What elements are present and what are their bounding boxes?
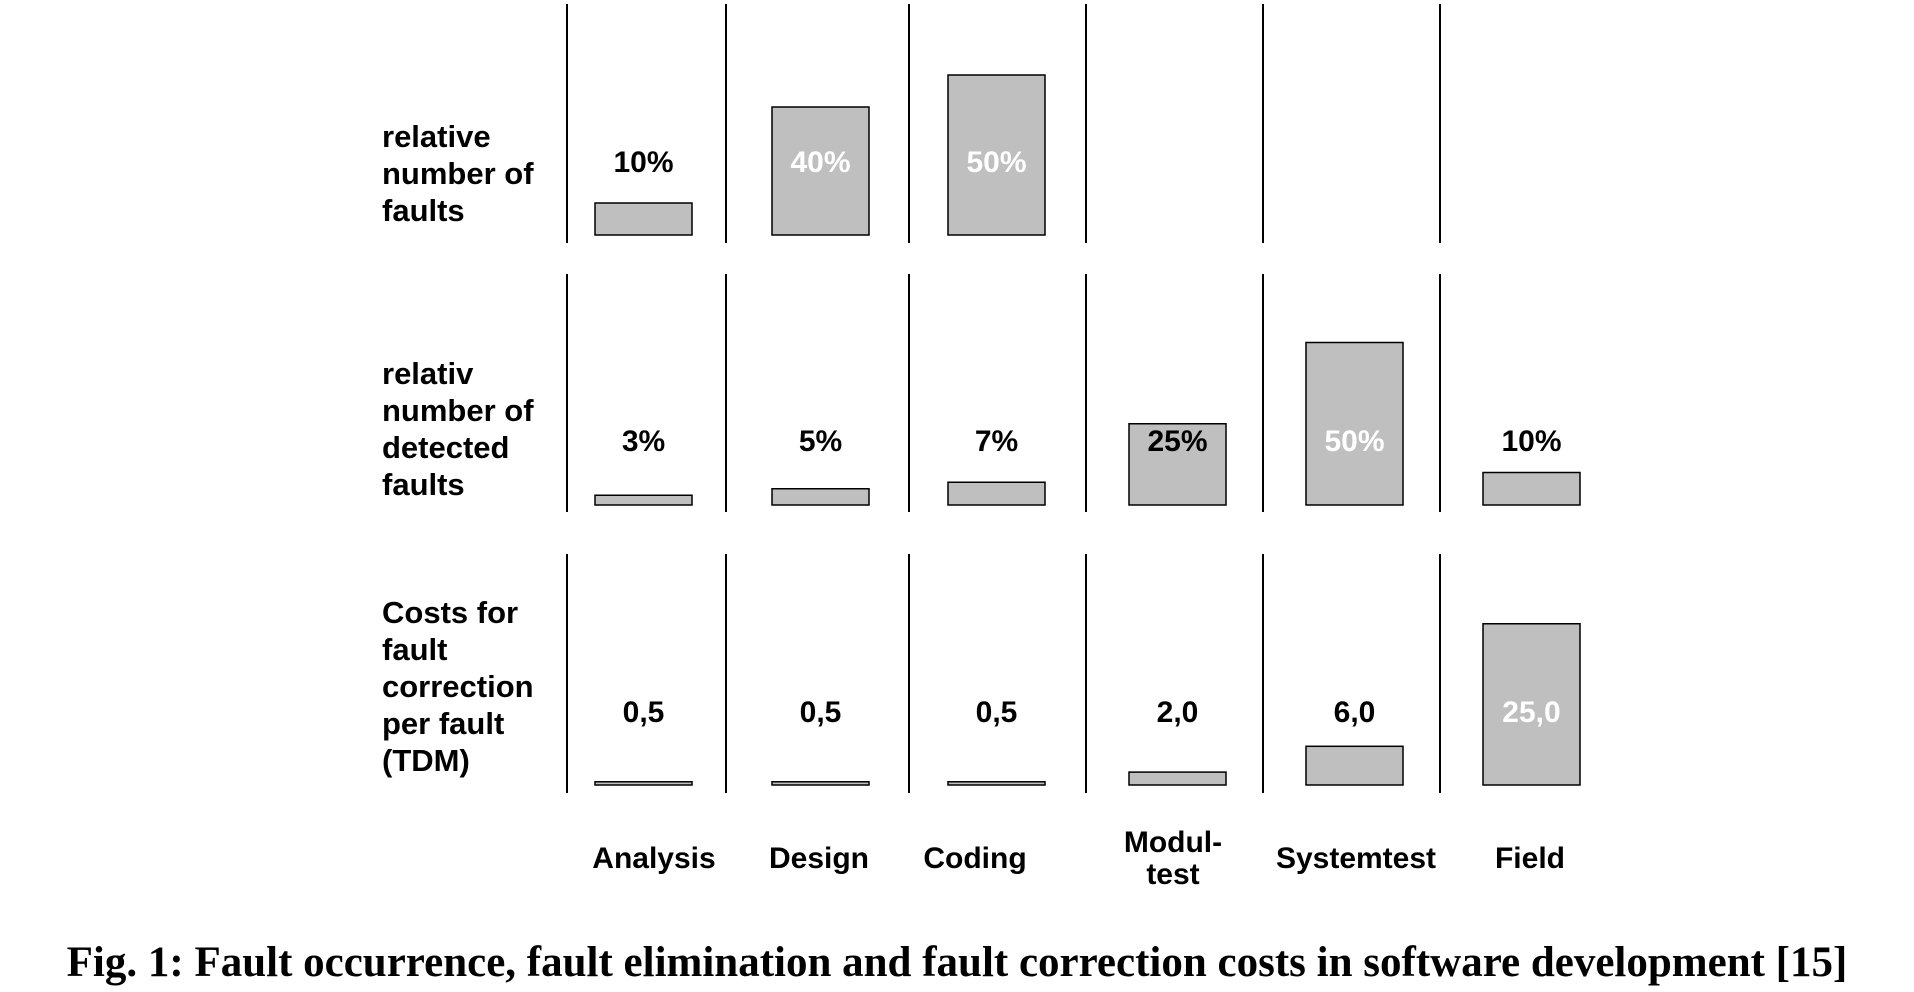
bar-cost-3: [1128, 771, 1227, 786]
value-label-detected-0: 3%: [622, 425, 665, 458]
bar-detected-4: [1305, 341, 1404, 506]
row-label-correction-costs: Costs for fault correction per fault (TD…: [382, 595, 534, 778]
value-label-detected-4: 50%: [1324, 425, 1384, 458]
bar-faults-1: [771, 106, 870, 236]
value-label-faults-2: 50%: [966, 146, 1026, 179]
bar-detected-0: [594, 494, 693, 506]
value-label-detected-2: 7%: [975, 425, 1018, 458]
bar-detected-1: [771, 488, 870, 506]
bar-cost-1: [771, 781, 870, 786]
value-label-cost-4: 6,0: [1334, 696, 1376, 729]
value-label-detected-3: 25%: [1147, 425, 1207, 458]
figure-caption: Fig. 1: Fault occurrence, fault eliminat…: [66, 939, 1848, 986]
value-label-cost-0: 0,5: [623, 696, 665, 729]
bar-detected-3: [1128, 423, 1227, 506]
bars-layer: 10% 40% 50% 3% 5% 7% 25% 50% 10% 0,5 0,5 0,5 2,0 6,0 2…: [594, 74, 1581, 786]
category-label-coding: Coding: [923, 842, 1027, 875]
value-label-faults-1: 40%: [790, 146, 850, 179]
bar-cost-0: [594, 781, 693, 786]
bar-faults-2: [947, 74, 1046, 236]
bar-cost-4: [1305, 745, 1404, 786]
row-label-detected-faults: relativ number of detected faults: [382, 356, 534, 502]
bar-detected-5: [1482, 471, 1581, 506]
column-separators: [566, 4, 1441, 793]
value-label-detected-1: 5%: [799, 425, 842, 458]
value-label-cost-3: 2,0: [1157, 696, 1199, 729]
bar-cost-2: [947, 781, 1046, 786]
category-label-design: Design: [768, 842, 870, 875]
value-label-cost-1: 0,5: [800, 696, 842, 729]
bar-detected-2: [947, 481, 1046, 506]
category-label-analysis: Analysis: [592, 842, 716, 875]
category-label-modultest: Modul- test: [1123, 826, 1223, 891]
row-label-faults: relative number of faults: [382, 119, 534, 228]
value-label-detected-5: 10%: [1501, 425, 1561, 458]
value-label-faults-0: 10%: [613, 146, 673, 179]
category-label-systemtest: Systemtest: [1275, 842, 1437, 875]
bar-cost-5: [1482, 623, 1581, 786]
bar-faults-0: [594, 202, 693, 236]
value-label-cost-5: 25,0: [1502, 696, 1560, 729]
value-label-cost-2: 0,5: [976, 696, 1018, 729]
category-label-field: Field: [1494, 842, 1565, 875]
